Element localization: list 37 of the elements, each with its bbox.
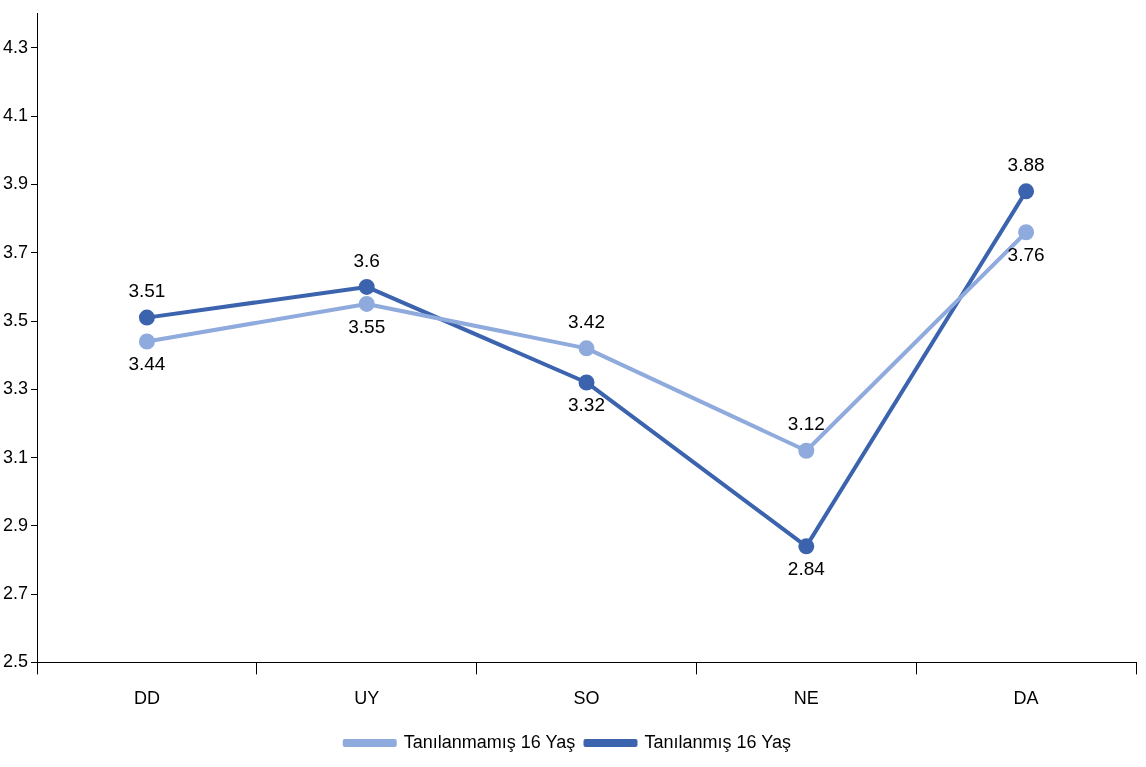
point bbox=[1018, 224, 1035, 241]
point bbox=[138, 309, 155, 326]
data-label: 3.44 bbox=[128, 353, 166, 375]
y-tick-label: 3.7 bbox=[2, 241, 29, 262]
y-tick-label: 2.5 bbox=[2, 651, 29, 672]
data-label: 3.55 bbox=[348, 315, 386, 337]
point bbox=[138, 333, 155, 350]
x-tick-label: DA bbox=[1013, 688, 1039, 709]
data-label: 3.42 bbox=[568, 311, 605, 333]
y-tick-label: 3.3 bbox=[2, 378, 29, 399]
y-tick-label: 4.1 bbox=[2, 105, 29, 126]
point bbox=[798, 538, 815, 555]
data-label: 2.84 bbox=[787, 558, 826, 580]
legend-label: Tanılanmış 16 Yaş bbox=[644, 731, 791, 752]
data-label: 3.51 bbox=[128, 280, 166, 302]
y-tick-label: 4.3 bbox=[2, 36, 29, 57]
data-label: 3.76 bbox=[1007, 244, 1045, 266]
x-tick-label: SO bbox=[573, 688, 600, 709]
data-label: 3.88 bbox=[1007, 154, 1045, 176]
legend-label: Tanılanmamış 16 Yaş bbox=[403, 731, 576, 752]
data-label: 3.12 bbox=[787, 413, 825, 435]
x-tick-label: UY bbox=[354, 688, 380, 709]
x-tick-label: DD bbox=[133, 688, 160, 709]
y-tick-label: 3.9 bbox=[2, 173, 29, 194]
y-tick-label: 3.1 bbox=[2, 446, 29, 467]
point bbox=[798, 442, 815, 459]
point bbox=[358, 295, 375, 312]
point bbox=[578, 374, 595, 391]
y-tick-label: 2.7 bbox=[2, 583, 29, 604]
point bbox=[578, 340, 595, 357]
x-tick-label: NE bbox=[793, 688, 819, 709]
data-label: 3.32 bbox=[568, 394, 605, 416]
point bbox=[358, 278, 375, 295]
point bbox=[1018, 183, 1035, 200]
y-tick-label: 3.5 bbox=[2, 310, 29, 330]
data-label: 3.6 bbox=[353, 249, 380, 271]
y-tick-label: 2.9 bbox=[2, 514, 29, 535]
